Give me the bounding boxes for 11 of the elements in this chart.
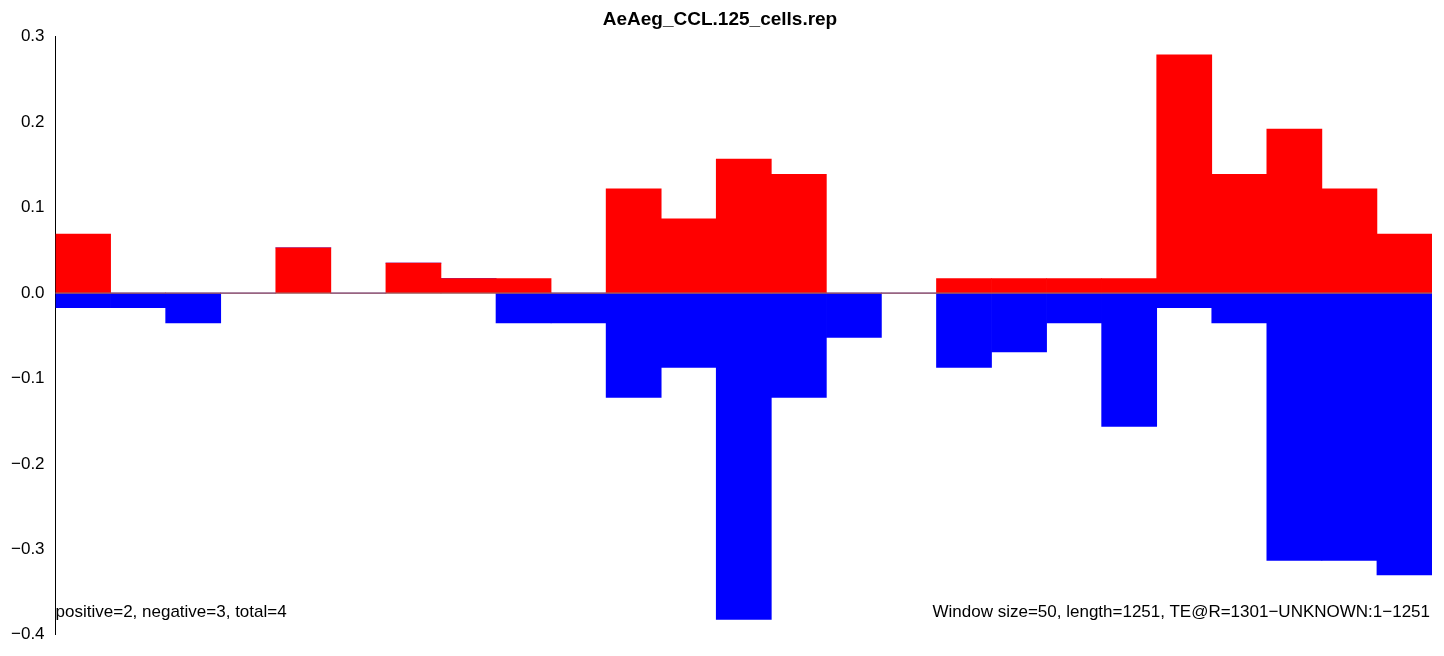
y-tick-label: −0.4 xyxy=(11,624,45,644)
y-tick-label: −0.2 xyxy=(11,453,45,473)
y-tick-label: −0.1 xyxy=(11,368,45,388)
annotation: Window size=50, length=1251, TE@R=1301−UNKNOWN:1−1251 xyxy=(932,602,1430,622)
y-tick-label: 0.3 xyxy=(20,26,45,46)
chart-title: AeAeg_CCL.125_cells.rep xyxy=(602,7,838,29)
y-tick-label: 0.0 xyxy=(20,282,45,302)
y-tick-label: −0.3 xyxy=(11,539,45,559)
y-tick-label: 0.1 xyxy=(20,197,45,217)
y-tick-label: 0.2 xyxy=(20,111,45,131)
annotation: positive=2, negative=3, total=4 xyxy=(55,602,287,622)
